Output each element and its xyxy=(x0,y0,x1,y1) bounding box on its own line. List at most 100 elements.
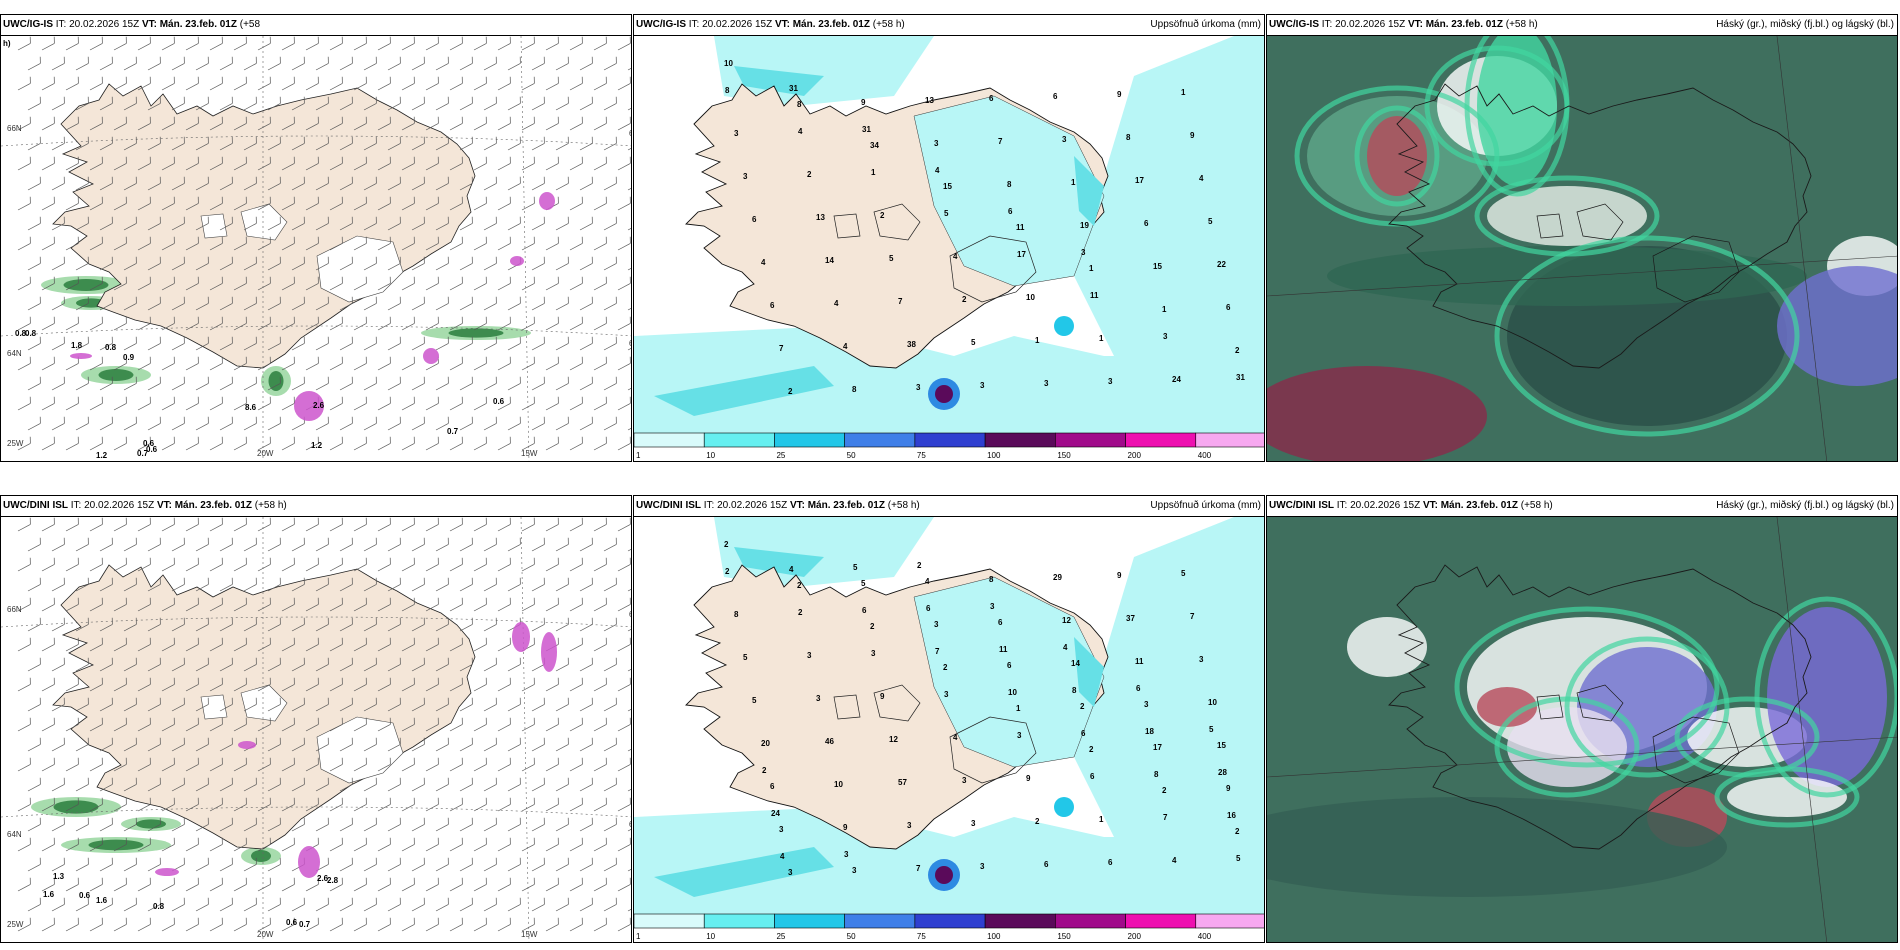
barb-shaft xyxy=(329,604,343,612)
wind-barb xyxy=(123,577,137,592)
barb-shaft xyxy=(41,884,55,892)
colorbar-cell xyxy=(1055,432,1126,448)
wind-barb xyxy=(483,296,497,311)
wind-barb xyxy=(161,557,175,572)
barb-flag xyxy=(509,597,511,605)
wind-barb xyxy=(209,797,223,812)
barb-shaft xyxy=(147,784,161,792)
barb-flag xyxy=(423,697,425,705)
barb-shaft xyxy=(281,323,295,331)
wind-barb xyxy=(305,637,319,652)
barb-shaft xyxy=(363,784,377,792)
wind-barb xyxy=(521,797,535,812)
wind-barb xyxy=(281,436,295,451)
wind-barb xyxy=(483,336,497,351)
value-label: 4 xyxy=(953,252,958,261)
value-label: 13 xyxy=(816,213,825,222)
wind-barb xyxy=(353,436,367,451)
wind-barb xyxy=(603,777,617,792)
barb-shaft xyxy=(569,243,583,251)
field-title: Háský (gr.), miðský (fj.bl.) og lágský (… xyxy=(1716,19,1894,30)
wind-barb xyxy=(569,36,583,51)
colorbar-tick-label: 1 xyxy=(636,932,641,941)
barb-shaft xyxy=(75,584,89,592)
barb-shaft xyxy=(339,704,353,712)
barb-shaft xyxy=(411,343,425,351)
wind-barb xyxy=(89,36,103,51)
barb-shaft xyxy=(531,223,545,231)
barb-flag xyxy=(221,877,223,885)
barb-flag xyxy=(399,96,401,104)
barb-flag xyxy=(77,396,79,404)
wind-barb xyxy=(449,917,463,932)
barb-shaft xyxy=(41,203,55,211)
barb-flag xyxy=(135,697,137,705)
barb-flag xyxy=(351,256,353,264)
barb-flag xyxy=(581,356,583,364)
value-label: 6 xyxy=(770,782,775,791)
barb-shaft xyxy=(435,584,449,592)
wind-barb xyxy=(411,537,425,552)
barb-shaft xyxy=(315,263,329,271)
barb-flag xyxy=(351,817,353,825)
wind-barb xyxy=(411,216,425,231)
barb-flag xyxy=(173,757,175,765)
barb-flag xyxy=(293,917,295,925)
barb-shaft xyxy=(497,884,511,892)
barb-flag xyxy=(461,917,463,925)
wind-barb xyxy=(569,356,583,371)
barb-shaft xyxy=(147,263,161,271)
barb-flag xyxy=(461,76,463,84)
barb-flag xyxy=(629,797,631,805)
colorbar-cell xyxy=(634,432,705,448)
value-label: 3 xyxy=(1163,332,1168,341)
wind-barb xyxy=(267,617,281,632)
barb-shaft xyxy=(291,143,305,151)
wind-barb xyxy=(171,336,185,351)
barb-flag xyxy=(173,557,175,565)
barb-flag xyxy=(29,196,31,204)
wind-barb xyxy=(353,877,367,892)
lead-time-wrap: h) xyxy=(3,39,11,48)
barb-shaft xyxy=(627,584,631,592)
barb-flag xyxy=(135,336,137,344)
barb-flag xyxy=(63,777,65,785)
barb-flag xyxy=(159,617,161,625)
wind-barb xyxy=(243,96,257,111)
wind-barb xyxy=(161,316,175,331)
barb-flag xyxy=(543,256,545,264)
barb-flag xyxy=(567,577,569,585)
barb-shaft xyxy=(219,383,233,391)
barb-flag xyxy=(365,877,367,885)
wind-barb xyxy=(387,136,401,151)
barb-flag xyxy=(221,356,223,364)
barb-flag xyxy=(279,777,281,785)
barb-shaft xyxy=(497,604,511,612)
barb-shaft xyxy=(123,143,137,151)
barb-flag xyxy=(29,156,31,164)
barb-shaft xyxy=(593,83,607,91)
barb-shaft xyxy=(459,864,473,872)
barb-shaft xyxy=(473,323,487,331)
barb-flag xyxy=(39,256,41,264)
wind-barb xyxy=(99,56,113,71)
value-label: 0.7 xyxy=(137,449,149,458)
barb-flag xyxy=(327,256,329,264)
barb-shaft xyxy=(353,884,367,892)
value-label: 6 xyxy=(1136,684,1141,693)
barb-shaft xyxy=(243,63,257,71)
wind-barb xyxy=(315,256,329,271)
barb-flag xyxy=(197,36,199,44)
wind-barb xyxy=(329,557,343,572)
barb-shaft xyxy=(209,203,223,211)
wind-barb xyxy=(603,136,617,151)
barb-shaft xyxy=(161,764,175,772)
barb-shaft xyxy=(339,343,353,351)
barb-flag xyxy=(255,136,257,144)
value-label: 9 xyxy=(1117,90,1122,99)
wind-barb xyxy=(473,316,487,331)
barb-flag xyxy=(221,276,223,284)
wind-barb xyxy=(51,296,65,311)
axis-label: 15W xyxy=(521,930,538,939)
wind-barb xyxy=(401,717,415,732)
